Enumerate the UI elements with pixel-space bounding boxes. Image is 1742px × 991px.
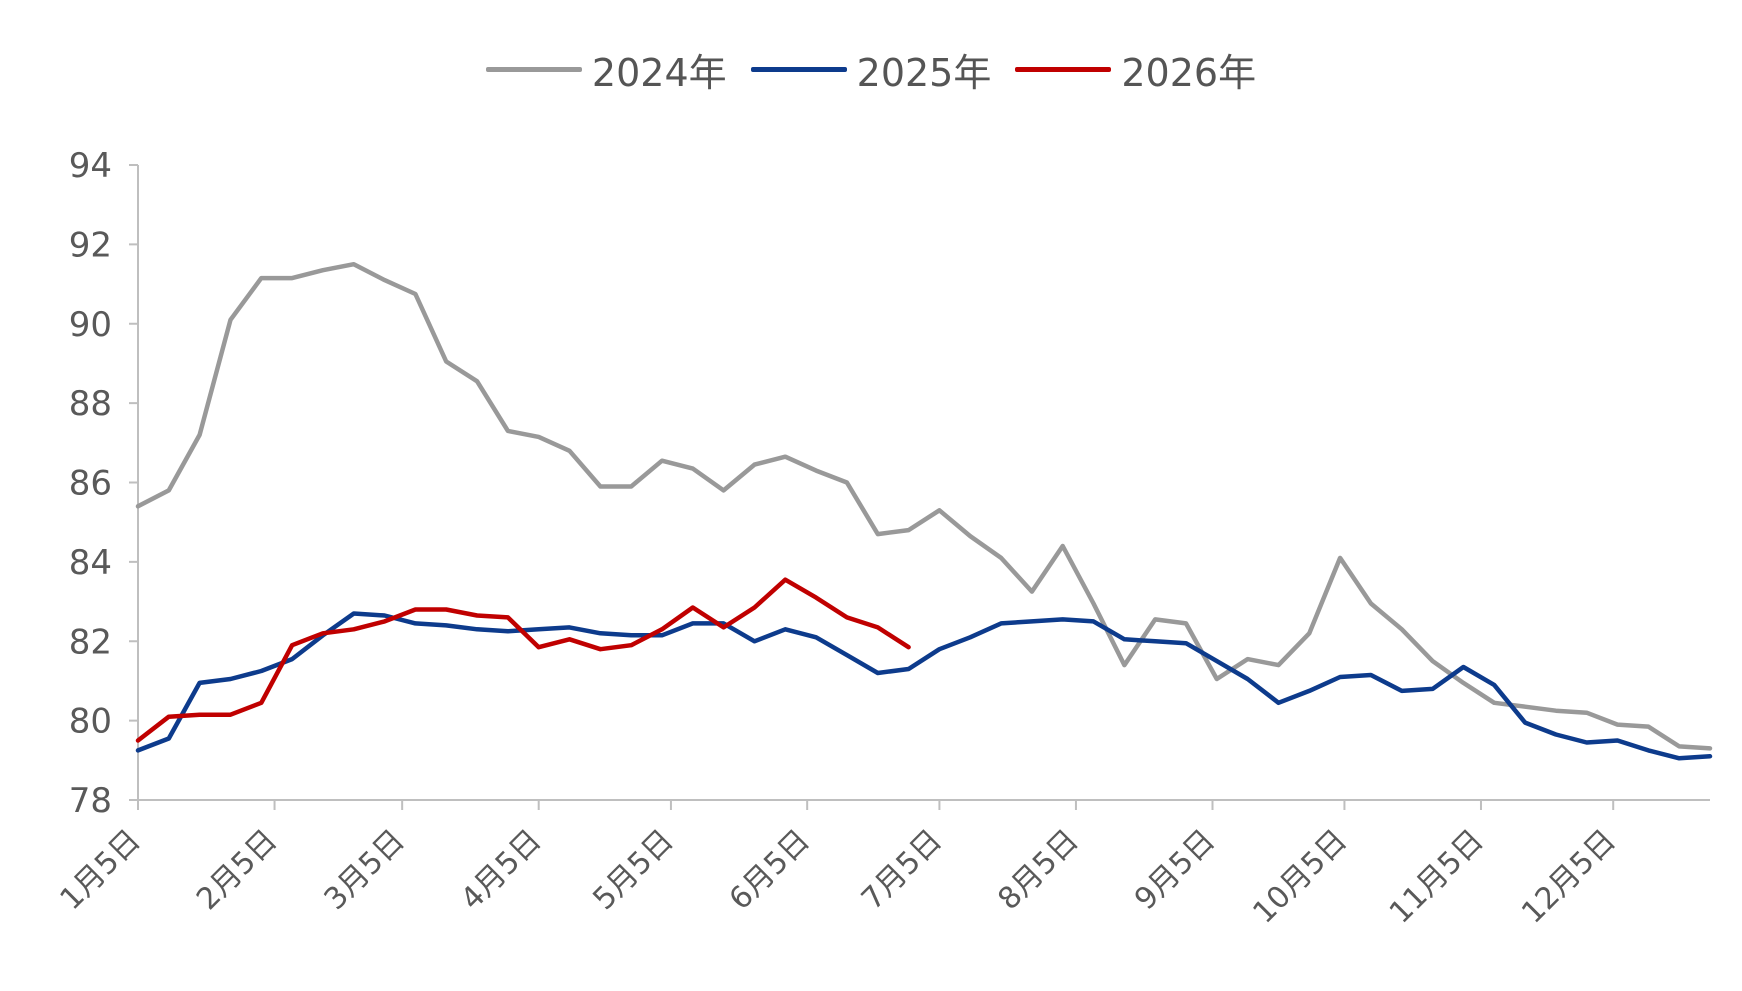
legend-item-2024: 2024年 xyxy=(485,42,727,97)
y-tick-label: 82 xyxy=(69,622,112,662)
x-tick-label: 10月5日 xyxy=(1246,823,1354,931)
x-tick-label: 3月5日 xyxy=(318,823,412,917)
series-line-2026年 xyxy=(135,577,911,743)
y-tick-label: 88 xyxy=(69,384,112,424)
chart-legend: 2024年 2025年 2026年 xyxy=(0,42,1742,97)
series-lines xyxy=(135,261,1713,761)
legend-label-2025: 2025年 xyxy=(856,51,992,95)
x-tick-label: 12月5日 xyxy=(1515,823,1623,931)
x-tick-label: 11月5日 xyxy=(1383,823,1491,931)
legend-item-2025: 2025年 xyxy=(750,42,992,97)
x-tick-label: 5月5日 xyxy=(586,823,680,917)
legend-swatch-2026 xyxy=(1015,67,1112,72)
x-tick-label: 9月5日 xyxy=(1128,823,1222,917)
chart-axes xyxy=(129,164,1710,810)
y-tick-label: 94 xyxy=(69,146,112,186)
x-tick-label: 2月5日 xyxy=(190,823,284,917)
x-tick-label: 4月5日 xyxy=(454,823,548,917)
y-tick-label: 92 xyxy=(69,225,112,265)
y-axis-tick-labels: 78 80 82 84 86 88 90 92 94 xyxy=(69,146,112,821)
x-tick-label: 6月5日 xyxy=(723,823,817,917)
series-line-2025年 xyxy=(135,611,1713,761)
legend-label-2026: 2026年 xyxy=(1121,51,1257,95)
y-tick-label: 84 xyxy=(69,543,112,583)
legend-item-2026: 2026年 xyxy=(1015,42,1256,97)
x-tick-label: 1月5日 xyxy=(53,823,147,917)
y-tick-label: 90 xyxy=(69,305,112,345)
legend-swatch-2024 xyxy=(485,67,582,72)
x-tick-label: 7月5日 xyxy=(855,823,949,917)
y-tick-label: 78 xyxy=(69,781,112,821)
legend-label-2024: 2024年 xyxy=(591,51,727,95)
x-axis-tick-labels: 1月5日 2月5日 3月5日 4月5日 5月5日 6月5日 7月5日 8月5日 9月5日 10月5… xyxy=(53,823,1622,931)
y-tick-label: 86 xyxy=(69,464,112,504)
x-tick-label: 8月5日 xyxy=(991,823,1085,917)
series-line-2024年 xyxy=(135,261,1713,751)
legend-swatch-2025 xyxy=(750,67,847,72)
y-tick-label: 80 xyxy=(69,702,112,742)
